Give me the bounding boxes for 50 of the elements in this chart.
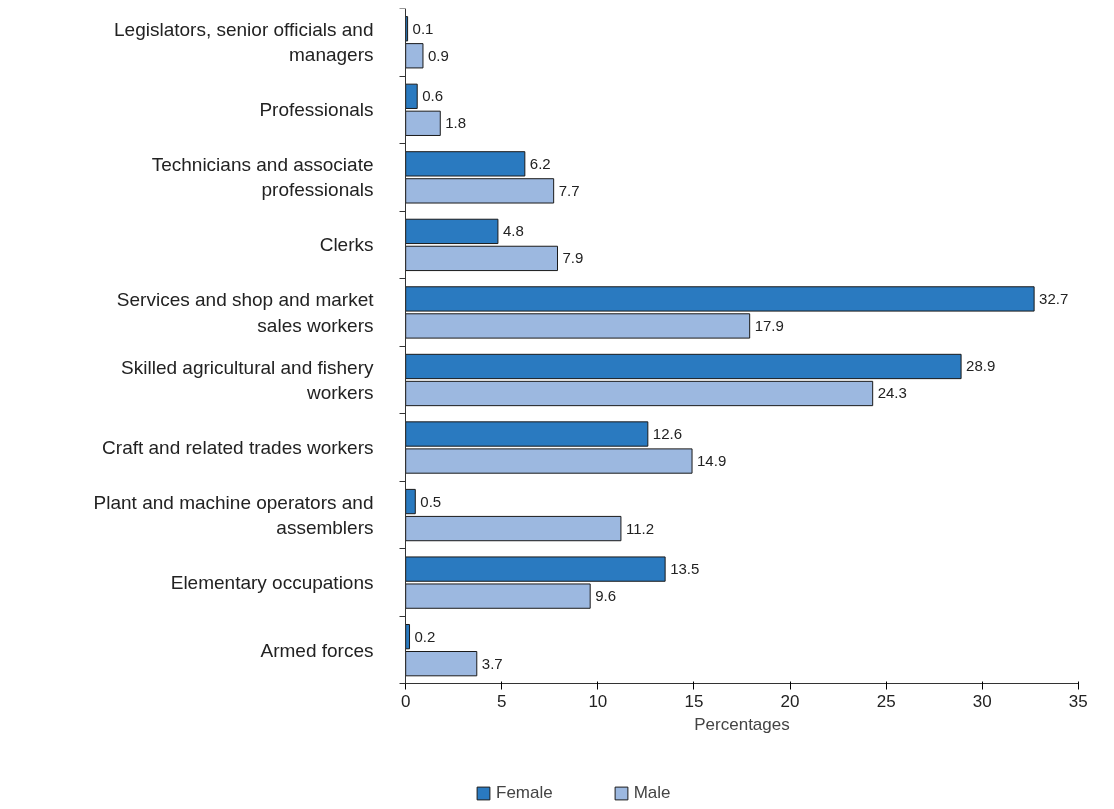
data-label: 0.2 <box>414 627 436 645</box>
data-label: 6.2 <box>529 154 551 172</box>
data-label: 24.3 <box>877 384 907 402</box>
data-label: 17.9 <box>754 316 784 334</box>
y-tick-label: Elementary occupations <box>170 572 374 594</box>
data-label: 13.5 <box>670 560 700 578</box>
y-tick-label: Professionals <box>259 99 374 121</box>
bar <box>405 353 962 380</box>
x-tick-label: 15 <box>684 691 704 711</box>
x-tick-label: 5 <box>497 691 507 711</box>
y-tick-label: Legislators, senior officials and managers <box>114 19 374 66</box>
bar <box>405 218 499 245</box>
data-label: 12.6 <box>652 425 683 443</box>
bar <box>405 110 441 136</box>
x-tick-label: 0 <box>400 691 411 711</box>
bar <box>405 83 418 109</box>
data-label: 14.9 <box>697 452 727 470</box>
x-tick-label: 20 <box>780 691 800 711</box>
data-label: 1.8 <box>445 114 467 132</box>
y-tick-label: Craft and related trades workers <box>102 437 374 459</box>
bar <box>405 651 478 677</box>
bar <box>405 245 558 272</box>
data-label: 7.7 <box>558 181 580 199</box>
data-label: 0.9 <box>427 46 449 64</box>
x-tick-label: 10 <box>588 691 608 711</box>
y-tick-label: Armed forces <box>260 639 374 661</box>
data-label: 4.8 <box>502 222 524 240</box>
y-tick-label: Clerks <box>319 234 374 256</box>
legend-label: Female <box>496 783 553 803</box>
data-label: 0.5 <box>420 492 442 510</box>
data-label: 28.9 <box>966 357 996 375</box>
x-axis-title: Percentages <box>694 714 790 734</box>
data-label: 7.9 <box>562 249 584 267</box>
x-tick-label: 30 <box>972 691 992 711</box>
y-tick-label: Plant and machine operators and assemblers <box>93 491 374 539</box>
x-tick-label: 25 <box>876 691 896 711</box>
data-label: 3.7 <box>481 654 503 672</box>
data-label: 32.7 <box>1039 289 1069 307</box>
data-label: 9.6 <box>595 587 617 605</box>
y-tick-label: Technicians and associate professionals <box>151 154 374 201</box>
data-label: 0.6 <box>422 87 444 105</box>
legend-label: Male <box>633 783 671 803</box>
data-label: 11.2 <box>625 519 655 537</box>
y-tick-label: Services and shop and market sales workers <box>116 289 375 336</box>
bar <box>405 488 416 515</box>
x-tick-label: 35 <box>1068 691 1088 711</box>
bar <box>405 380 874 407</box>
bar <box>405 515 622 542</box>
y-tick-label: Skilled agricultural and fishery workers <box>121 356 374 404</box>
data-label: 0.1 <box>412 19 434 37</box>
